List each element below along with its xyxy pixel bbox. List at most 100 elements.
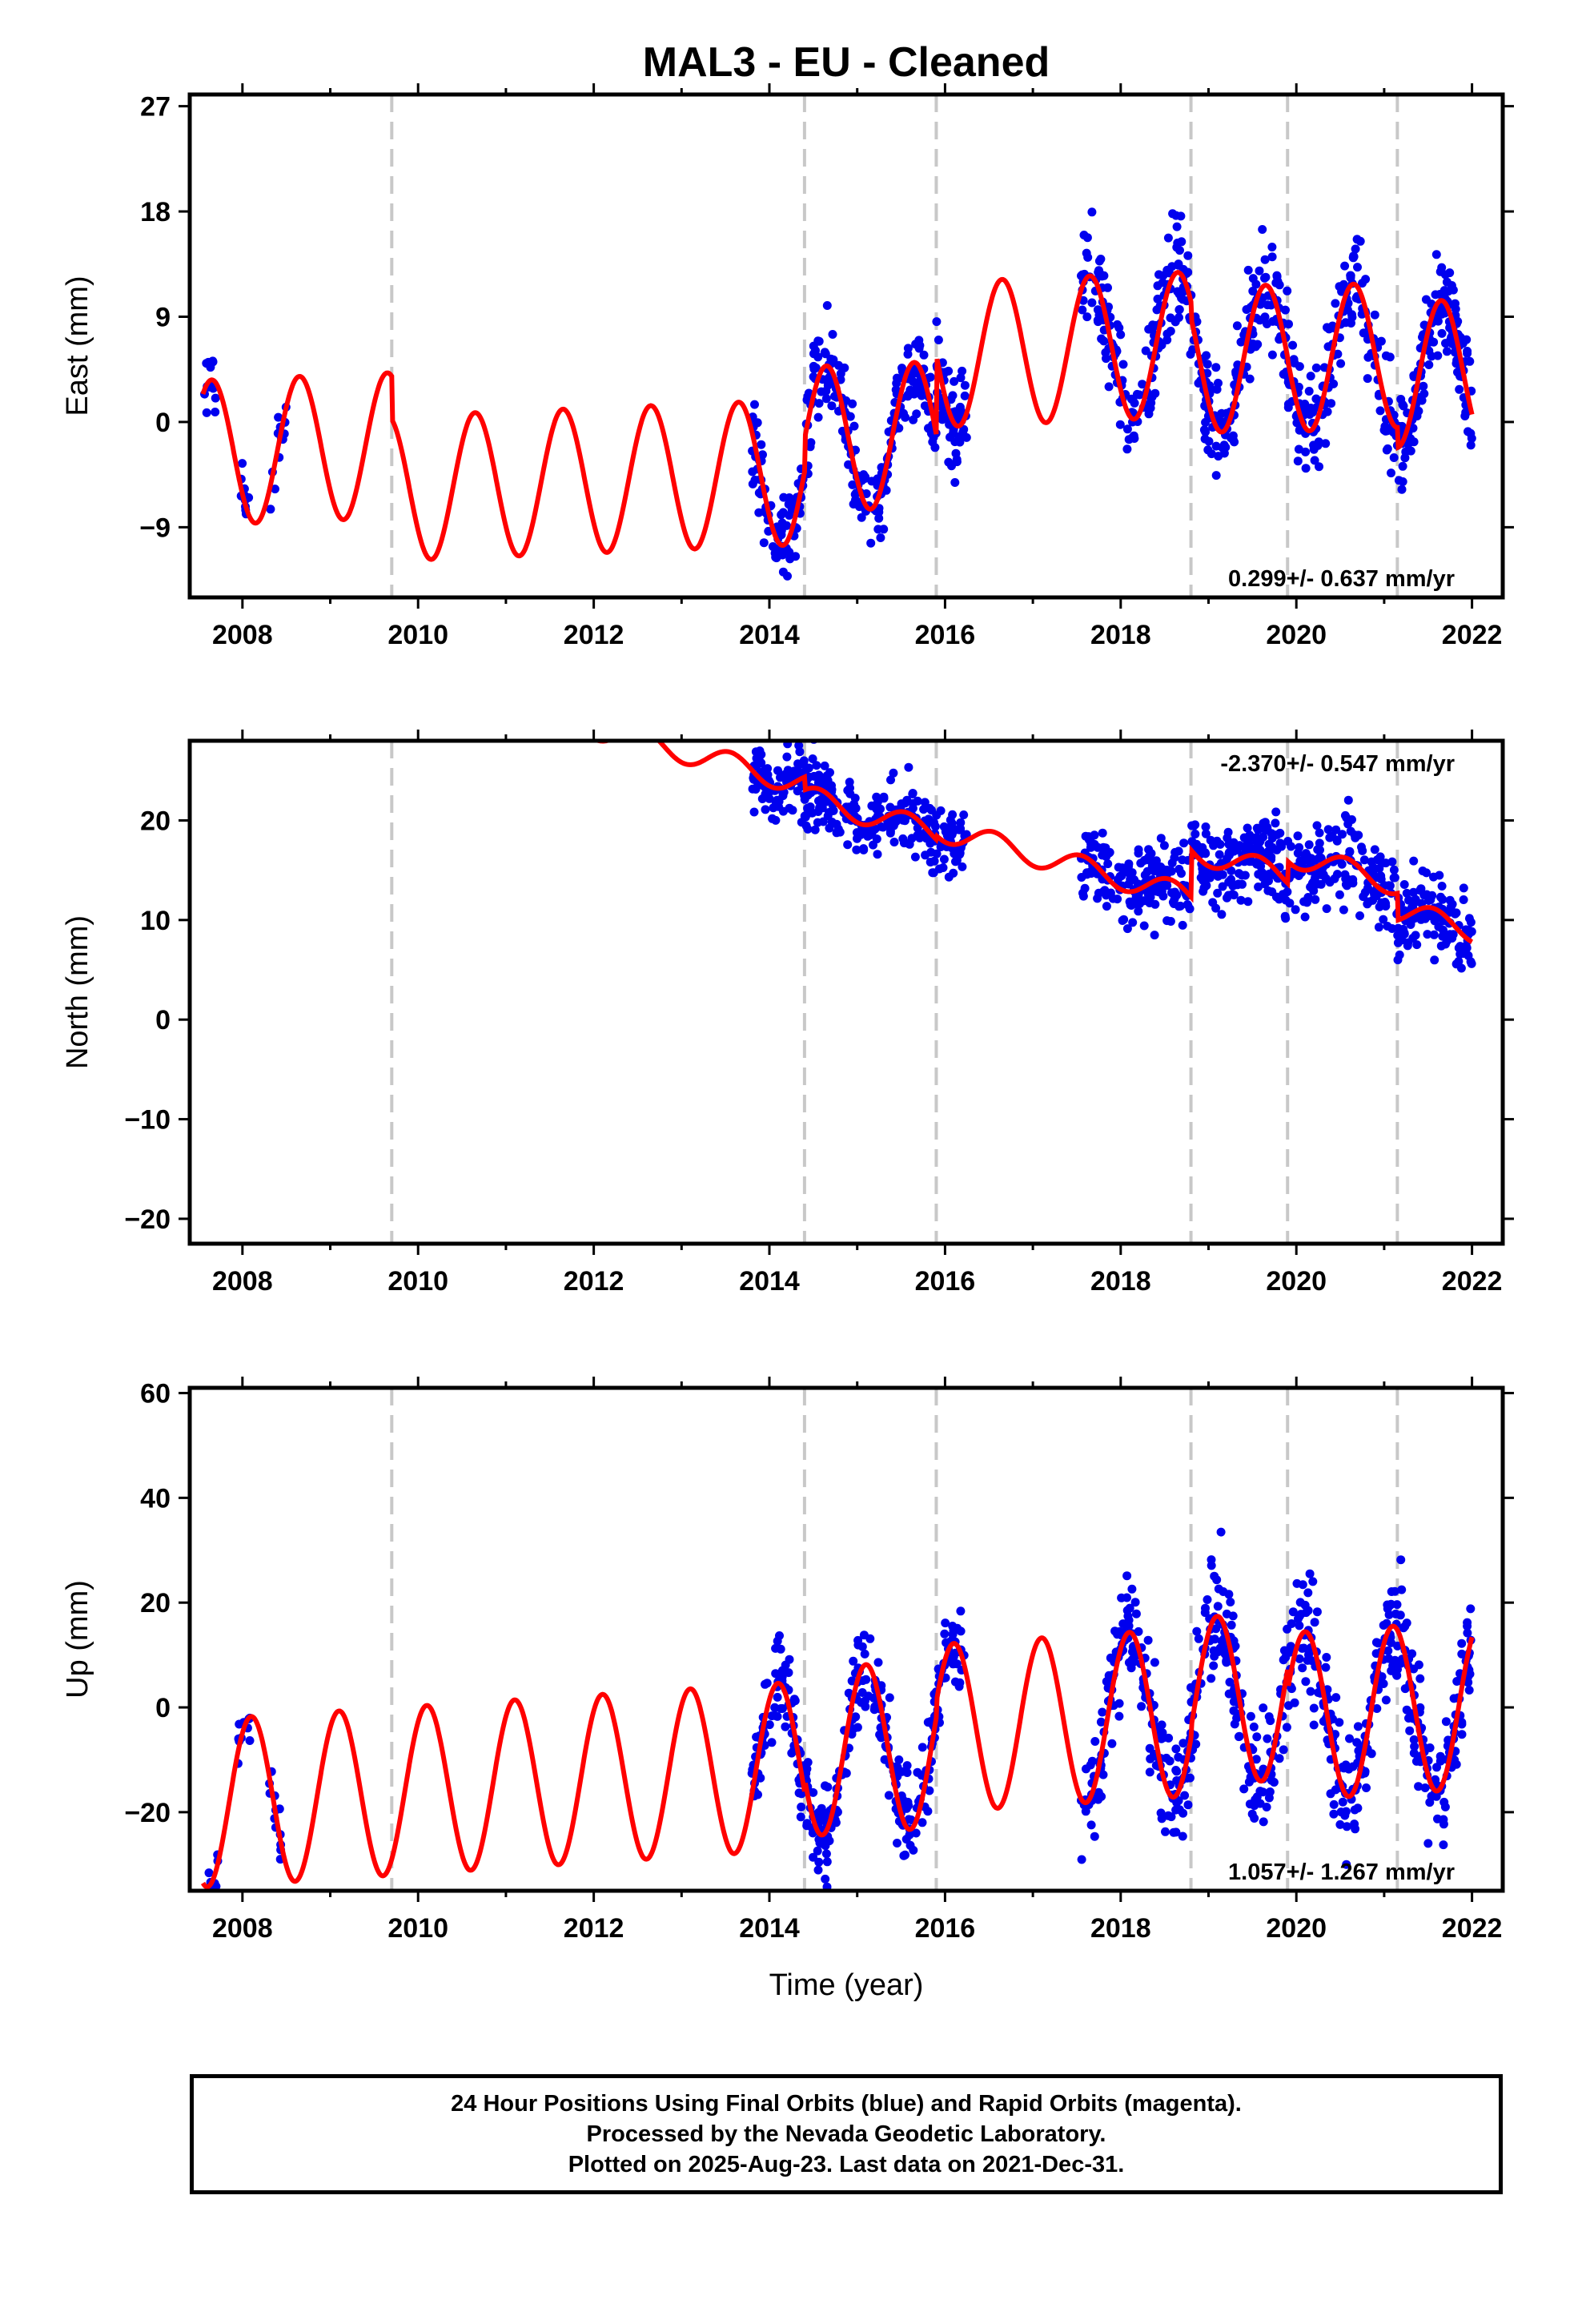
data-point xyxy=(1150,931,1159,940)
data-point xyxy=(820,348,829,357)
data-point xyxy=(237,665,246,673)
x-tick-label: 2010 xyxy=(387,620,448,650)
data-point xyxy=(1310,1618,1319,1627)
data-point xyxy=(1171,1766,1181,1775)
data-point xyxy=(204,1904,213,1912)
data-point xyxy=(1251,1755,1261,1764)
data-point xyxy=(267,656,276,665)
data-point xyxy=(1191,830,1200,838)
data-point xyxy=(1306,372,1315,381)
data-point xyxy=(1288,1607,1298,1617)
data-point xyxy=(1423,930,1432,939)
y-tick-label: 60 xyxy=(140,1379,171,1409)
data-point xyxy=(1208,898,1218,907)
data-point xyxy=(1199,425,1209,435)
x-tick-label: 2014 xyxy=(739,1266,800,1297)
data-point xyxy=(1098,887,1108,896)
data-point xyxy=(773,1711,782,1721)
data-point xyxy=(1422,868,1431,878)
data-point xyxy=(926,838,935,848)
data-point xyxy=(1245,374,1255,384)
data-point xyxy=(1415,1674,1425,1683)
data-point xyxy=(1129,431,1138,440)
data-point xyxy=(1130,1598,1140,1607)
data-point xyxy=(1198,868,1207,878)
data-point xyxy=(1348,1762,1358,1771)
data-point xyxy=(1115,420,1125,429)
data-point xyxy=(1284,320,1293,329)
data-point xyxy=(773,1636,782,1646)
data-point xyxy=(1398,461,1407,471)
data-point xyxy=(1438,931,1447,941)
data-point xyxy=(1263,1734,1272,1743)
data-point xyxy=(1412,940,1422,950)
data-point xyxy=(822,1857,832,1867)
data-point xyxy=(813,1865,823,1875)
data-point xyxy=(1079,231,1089,239)
data-point xyxy=(1263,823,1271,833)
data-point xyxy=(1323,342,1333,352)
data-point xyxy=(1189,821,1199,830)
data-point xyxy=(1311,870,1321,880)
data-point xyxy=(1213,888,1223,898)
data-point xyxy=(1171,1827,1181,1837)
data-point xyxy=(1122,444,1132,454)
data-point xyxy=(1435,267,1445,276)
data-point xyxy=(1218,882,1227,891)
data-point xyxy=(234,662,243,671)
x-tick-label: 2014 xyxy=(739,1913,800,1944)
data-point xyxy=(1141,346,1150,356)
data-point xyxy=(1271,818,1280,828)
data-point xyxy=(238,652,247,661)
plot-frame xyxy=(187,92,1505,600)
data-point xyxy=(1235,1731,1244,1741)
data-point xyxy=(1222,1609,1231,1618)
data-point xyxy=(1456,942,1465,951)
data-point xyxy=(820,761,829,770)
data-point xyxy=(777,1672,787,1682)
data-point xyxy=(767,1738,777,1747)
data-point xyxy=(1315,853,1324,862)
data-point xyxy=(866,538,876,548)
data-point xyxy=(1423,1839,1433,1848)
data-point xyxy=(1298,1580,1307,1590)
data-point xyxy=(1150,1658,1159,1667)
data-point xyxy=(1104,382,1114,392)
data-point xyxy=(885,802,895,812)
data-point xyxy=(1459,895,1468,904)
data-point xyxy=(827,401,837,411)
y-tick-label: 0 xyxy=(155,1005,171,1035)
data-point xyxy=(1436,892,1445,902)
data-point xyxy=(1178,1831,1187,1841)
data-point xyxy=(1463,1618,1472,1627)
data-point xyxy=(1114,862,1123,872)
data-point xyxy=(749,807,759,817)
data-point xyxy=(1429,930,1439,939)
data-point xyxy=(940,1629,950,1638)
data-point xyxy=(1087,207,1097,217)
data-point xyxy=(1376,336,1386,346)
data-point xyxy=(917,1743,927,1752)
data-point xyxy=(1255,838,1264,847)
data-point xyxy=(1312,821,1322,830)
data-point xyxy=(1399,401,1408,411)
data-point xyxy=(1087,1756,1097,1766)
data-point xyxy=(952,1659,962,1669)
data-point xyxy=(1454,957,1464,966)
data-point xyxy=(1336,1807,1346,1817)
data-point xyxy=(1178,855,1187,865)
data-point xyxy=(813,412,823,422)
data-point xyxy=(1264,876,1273,886)
data-point xyxy=(1353,1722,1363,1731)
data-point xyxy=(1128,918,1138,927)
data-point xyxy=(1154,270,1163,279)
data-point xyxy=(1431,1791,1441,1801)
data-point xyxy=(1259,1817,1268,1827)
data-point xyxy=(860,1649,869,1659)
data-point xyxy=(1083,252,1093,262)
data-point xyxy=(1389,453,1399,462)
data-point xyxy=(1108,894,1118,903)
data-point xyxy=(1372,1704,1382,1713)
data-point xyxy=(1467,959,1476,968)
y-tick-label: 0 xyxy=(155,408,171,438)
